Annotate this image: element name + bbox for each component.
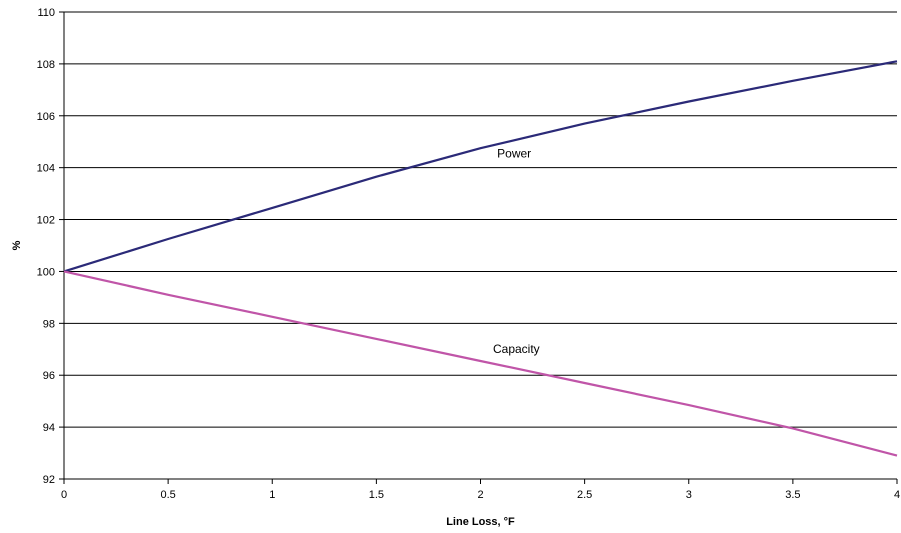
y-axis-title: %: [11, 240, 23, 250]
y-tick-label: 104: [37, 163, 55, 175]
y-tick-label: 106: [37, 111, 55, 123]
x-tick-label: 0.5: [160, 489, 175, 501]
series-label-capacity: Capacity: [493, 342, 540, 356]
x-tick-label: 0: [61, 489, 67, 501]
axes: [59, 11, 898, 484]
y-tick-label: 98: [43, 318, 55, 330]
x-tick-label: 2.5: [577, 489, 592, 501]
y-tick-labels: 92 94 96 98 100 102 104 106 108 110: [37, 7, 55, 486]
x-tick-label: 1.5: [369, 489, 384, 501]
y-tick-label: 100: [37, 266, 55, 278]
x-axis-title: Line Loss, °F: [446, 516, 515, 528]
x-tick-label: 4: [894, 489, 900, 501]
series-label-power: Power: [497, 146, 531, 160]
y-tick-label: 92: [43, 474, 55, 486]
series-line-capacity: [63, 270, 898, 457]
y-tick-label: 96: [43, 370, 55, 382]
gridlines: [64, 11, 897, 428]
series-labels: Power Capacity: [493, 146, 540, 356]
y-tick-label: 102: [37, 215, 55, 227]
y-tick-label: 94: [43, 422, 55, 434]
series-line-power: [63, 60, 898, 273]
x-tick-label: 3: [686, 489, 692, 501]
x-tick-labels: 0 0.5 1 1.5 2 2.5 3 3.5 4: [61, 489, 900, 501]
x-tick-label: 1: [269, 489, 275, 501]
x-tick-label: 2: [477, 489, 483, 501]
y-tick-label: 108: [37, 59, 55, 71]
series-lines: [63, 60, 898, 457]
x-tick-label: 3.5: [785, 489, 800, 501]
y-tick-label: 110: [37, 7, 55, 19]
